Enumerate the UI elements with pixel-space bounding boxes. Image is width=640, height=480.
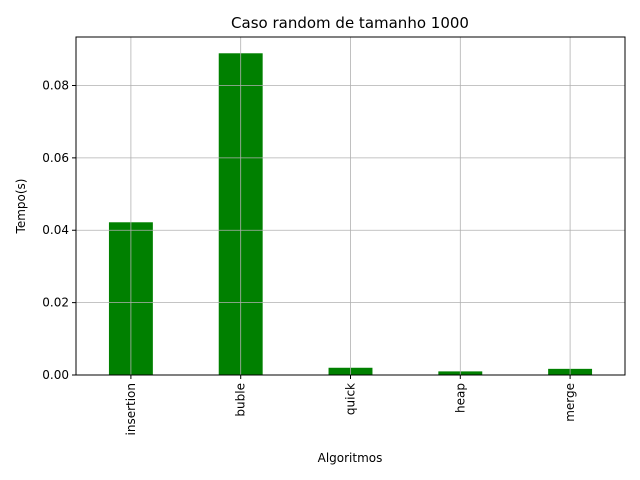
y-axis-ticks: 0.00 0.02 0.04 0.06 0.08 [42, 78, 76, 382]
y-tick-label: 0.00 [42, 368, 69, 382]
x-tick-label-insertion: insertion [124, 383, 138, 436]
y-tick-label: 0.04 [42, 223, 69, 237]
y-tick-label: 0.06 [42, 151, 69, 165]
y-axis-label: Tempo(s) [14, 179, 28, 235]
x-tick-label-merge: merge [563, 383, 577, 422]
x-axis-ticks: insertion buble quick heap merge [124, 375, 577, 436]
x-axis-label: Algoritmos [318, 451, 383, 465]
x-tick-label-buble: buble [234, 383, 248, 417]
grid [76, 37, 625, 376]
x-tick-label-heap: heap [453, 383, 467, 413]
y-tick-label: 0.02 [42, 296, 69, 310]
chart-title: Caso random de tamanho 1000 [231, 14, 469, 32]
x-tick-label-quick: quick [344, 383, 358, 415]
y-tick-label: 0.08 [42, 78, 69, 92]
